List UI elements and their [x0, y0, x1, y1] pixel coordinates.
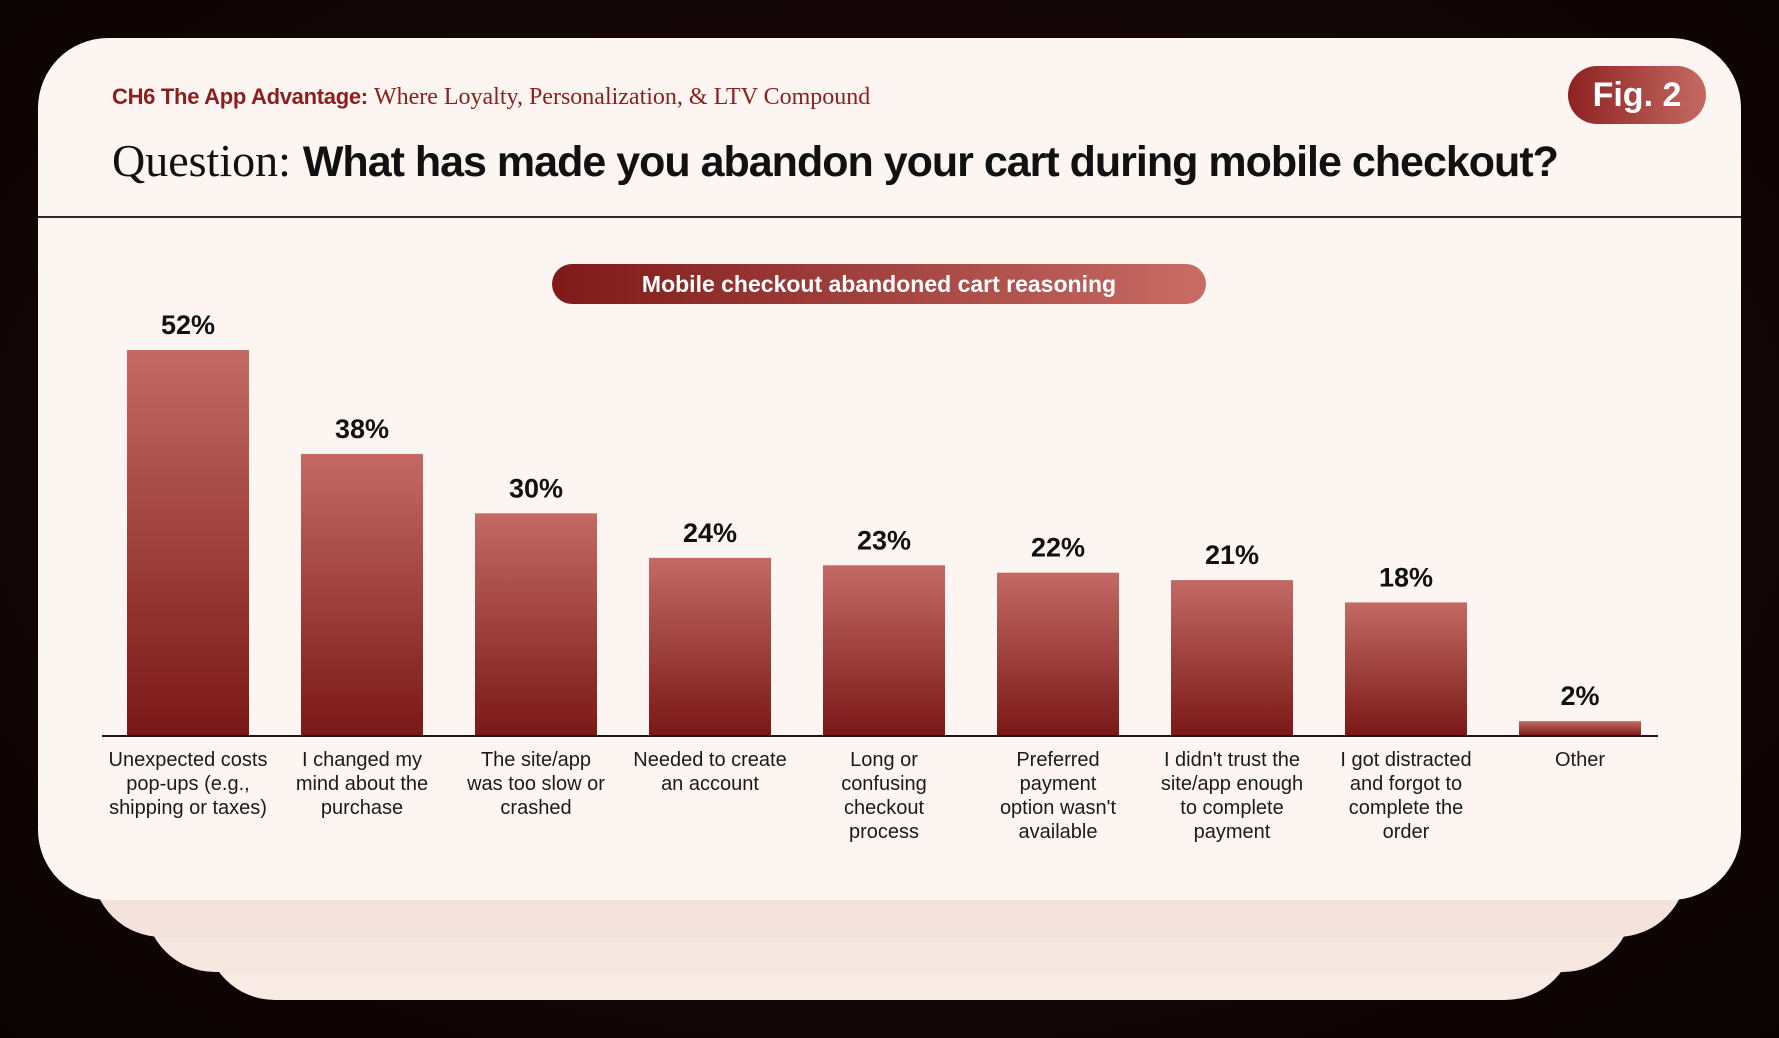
category-label: I got distracted and forgot to complete th…: [1340, 749, 1471, 843]
bar-value-label: 21%: [1205, 540, 1259, 570]
bar: [997, 572, 1119, 736]
chapter-label: CH6 The App Advantage:: [112, 84, 368, 109]
chart-title: Mobile checkout abandoned cart reasoning: [552, 264, 1206, 304]
bar-value-label: 24%: [683, 518, 737, 548]
bar-chart: 52% Unexpected costs pop-ups (e.g., shippin…: [102, 310, 1658, 843]
bar-value-label: 23%: [857, 525, 911, 555]
figure-card: CH6 The App Advantage: Where Loyalty, Pe…: [38, 38, 1741, 900]
bar: [823, 565, 945, 736]
bars-group: 52% Unexpected costs pop-ups (e.g., shippin…: [109, 310, 1641, 843]
header-divider: [38, 216, 1741, 218]
category-label: Long or confusing checkout process: [841, 749, 927, 843]
category-label: I changed my mind about the purchase: [296, 749, 428, 819]
category-label: Other: [1555, 749, 1605, 771]
chapter-title: Where Loyalty, Personalization, & LTV Co…: [373, 84, 871, 110]
bar-value-label: 18%: [1379, 562, 1433, 592]
question-headline: Question: What has made you abandon your…: [112, 134, 1559, 187]
bar-value-label: 52%: [161, 310, 215, 340]
bar-value-label: 38%: [335, 414, 389, 444]
category-label: Preferred payment option wasn't available: [1000, 749, 1117, 843]
bar-value-label: 30%: [509, 473, 563, 503]
bar: [649, 557, 771, 736]
question-text: What has made you abandon your cart duri…: [302, 138, 1559, 186]
figure-badge: Fig. 2: [1568, 66, 1706, 124]
bar: [127, 350, 249, 736]
bar: [1345, 602, 1467, 736]
question-prefix: Question:: [112, 135, 291, 186]
category-label: The site/app was too slow or crashed: [466, 749, 605, 819]
chapter-subtitle: CH6 The App Advantage: Where Loyalty, Pe…: [112, 84, 870, 111]
bar: [301, 453, 423, 736]
bar: [1171, 580, 1293, 736]
bar-value-label: 22%: [1031, 533, 1085, 563]
category-label: Needed to create an account: [633, 749, 786, 795]
category-label: I didn't trust the site/app enough to comp…: [1161, 749, 1303, 843]
category-label: Unexpected costs pop-ups (e.g., shipping o…: [109, 749, 268, 819]
bar: [475, 513, 597, 736]
bar: [1519, 721, 1641, 736]
bar-value-label: 2%: [1560, 681, 1599, 711]
